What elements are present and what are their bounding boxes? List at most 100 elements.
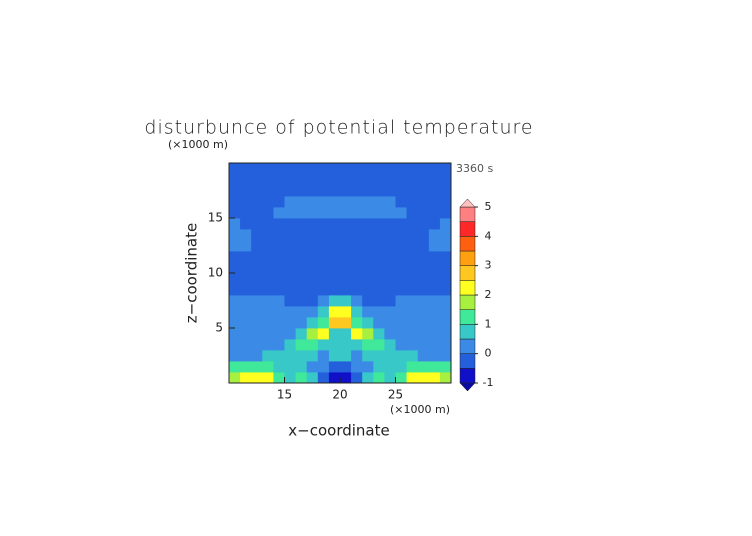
cell	[262, 328, 274, 340]
cell	[317, 372, 330, 384]
cell	[284, 251, 296, 263]
cell	[417, 207, 430, 219]
cell	[295, 284, 308, 296]
cell	[295, 273, 308, 285]
cell	[306, 273, 319, 285]
cell	[340, 196, 352, 208]
cell	[328, 229, 341, 241]
cell	[395, 273, 407, 285]
cell	[362, 372, 374, 384]
cell	[373, 372, 385, 384]
cell	[373, 218, 385, 230]
cell	[317, 240, 330, 252]
cell	[362, 229, 374, 241]
cell	[262, 273, 274, 285]
cell	[251, 218, 263, 230]
cell	[317, 218, 330, 230]
cell	[428, 251, 441, 263]
cell	[417, 350, 430, 362]
cell	[439, 207, 452, 219]
cell	[240, 317, 252, 329]
cell	[351, 328, 363, 340]
cell	[439, 328, 452, 340]
cell	[384, 262, 396, 274]
cell	[340, 273, 352, 285]
cell	[317, 163, 330, 175]
cell	[273, 196, 285, 208]
cell	[351, 273, 363, 285]
cell	[340, 361, 352, 373]
cell	[395, 328, 407, 340]
cell	[351, 306, 363, 318]
cell	[340, 262, 352, 274]
cell	[229, 350, 241, 362]
cell	[384, 328, 396, 340]
cell	[240, 174, 252, 186]
cell	[406, 295, 419, 307]
cell	[384, 251, 396, 263]
cell	[317, 361, 330, 373]
cell	[295, 361, 308, 373]
cell	[251, 174, 263, 186]
cell	[373, 284, 385, 296]
x-tick-label: 20	[332, 388, 347, 402]
cell	[284, 174, 296, 186]
cell	[395, 339, 407, 351]
cell	[295, 163, 308, 175]
cell	[295, 174, 308, 186]
cell	[406, 207, 419, 219]
cell	[273, 372, 285, 384]
cell	[229, 262, 241, 274]
cell	[251, 240, 263, 252]
cell	[340, 163, 352, 175]
cell	[439, 240, 452, 252]
colorbar-tick-label: 5	[485, 200, 492, 213]
cell	[273, 229, 285, 241]
cell	[384, 185, 396, 197]
cell	[340, 174, 352, 186]
x-tick-label: 25	[388, 388, 403, 402]
cell	[251, 306, 263, 318]
cell	[439, 372, 452, 384]
cell	[251, 196, 263, 208]
x-tick-label: 15	[277, 388, 292, 402]
y-axis-label: z−coordinate	[183, 223, 201, 323]
cell	[351, 251, 363, 263]
cell	[262, 196, 274, 208]
cell	[284, 306, 296, 318]
cell	[384, 350, 396, 362]
colorbar-tick-label: -1	[483, 376, 494, 389]
cell	[340, 229, 352, 241]
cell	[306, 284, 319, 296]
cell	[428, 328, 441, 340]
cell	[351, 284, 363, 296]
cell	[406, 196, 419, 208]
cell	[384, 284, 396, 296]
y-unit: (×1000 m)	[168, 138, 228, 151]
cell	[439, 317, 452, 329]
cell	[306, 240, 319, 252]
cell	[295, 229, 308, 241]
cell	[295, 339, 308, 351]
cell	[284, 295, 296, 307]
cell	[406, 372, 419, 384]
cell	[439, 229, 452, 241]
cell	[417, 163, 430, 175]
cell	[340, 251, 352, 263]
cell	[373, 361, 385, 373]
cell	[273, 273, 285, 285]
cell	[406, 339, 419, 351]
cell	[340, 317, 352, 329]
cell	[351, 207, 363, 219]
cell	[306, 185, 319, 197]
cell	[417, 251, 430, 263]
cell	[428, 196, 441, 208]
cell	[229, 185, 241, 197]
cell	[428, 295, 441, 307]
cell	[384, 317, 396, 329]
cell	[262, 361, 274, 373]
cell	[229, 196, 241, 208]
cell	[284, 350, 296, 362]
cell	[328, 185, 341, 197]
cell	[273, 361, 285, 373]
